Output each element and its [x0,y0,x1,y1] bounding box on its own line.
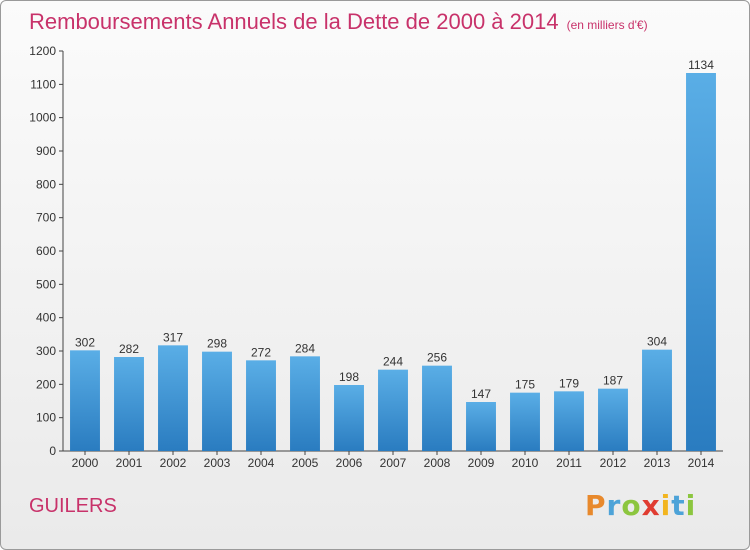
data-label: 198 [339,370,359,384]
y-tick-label: 1100 [30,77,56,91]
commune-name: GUILERS [29,495,117,517]
x-tick-label: 2004 [248,456,275,470]
x-tick-label: 2011 [556,456,582,470]
x-tick-label: 2009 [468,456,495,470]
bar [378,369,408,451]
y-tick-label: 500 [36,277,56,291]
x-tick-label: 2010 [512,456,539,470]
y-tick-label: 1000 [29,111,56,125]
bar [642,349,672,451]
chart-title: Remboursements Annuels de la Dette de 20… [29,9,648,35]
y-tick-label: 600 [36,244,56,258]
y-tick-label: 0 [49,444,56,458]
data-label: 256 [427,351,447,365]
data-label: 147 [471,387,491,401]
bar [422,365,452,451]
bar [686,73,716,451]
bar [598,388,628,451]
x-tick-label: 2013 [644,456,671,470]
bar [510,392,540,451]
x-tick-label: 2003 [204,456,231,470]
x-tick-label: 2006 [336,456,363,470]
x-tick-label: 2007 [380,456,407,470]
bar [290,356,320,451]
data-label: 284 [295,341,315,355]
x-tick-label: 2012 [600,456,627,470]
chart-title-text: Remboursements Annuels de la Dette de 20… [29,9,559,34]
bar [70,350,100,451]
x-tick-label: 2001 [116,456,143,470]
y-tick-label: 900 [36,144,56,158]
y-tick-label: 400 [36,311,56,325]
bar [554,391,584,451]
data-label: 175 [515,378,535,392]
data-label: 317 [163,330,183,344]
y-axis: 0 100 200 300 400 500 600 700 800 900 1000 1100 1200 [29,44,64,458]
bar [158,345,188,451]
bars: 302 282 317 298 272 284 198 244 256 147 175 179 187 3… [70,58,716,451]
y-tick-label: 100 [36,411,56,425]
data-label: 187 [603,374,623,388]
y-tick-label: 300 [36,344,56,358]
chart-unit: (en milliers d'€) [566,18,648,32]
x-tick-label: 2014 [688,456,715,470]
data-label: 272 [251,345,271,359]
data-label: 304 [647,335,667,349]
bar [114,357,144,451]
x-tick-label: 2005 [292,456,319,470]
data-label: 298 [207,337,227,351]
data-label: 179 [559,376,579,390]
x-tick-label: 2008 [424,456,451,470]
y-tick-label: 700 [36,211,56,225]
data-label: 282 [119,342,139,356]
x-tick-label: 2000 [72,456,99,470]
x-tick-label: 2002 [160,456,187,470]
data-label: 1134 [688,58,714,72]
bar [202,351,232,451]
proxiti-logo: Proxiti [585,489,697,522]
y-tick-label: 200 [36,377,56,391]
x-axis: 2000 2001 2002 2003 2004 2005 2006 2007 2008 2009… [63,450,723,470]
bar [466,402,496,451]
data-label: 302 [75,335,95,349]
bar [246,360,276,451]
y-tick-label: 800 [36,177,56,191]
data-label: 244 [383,355,403,369]
y-tick-label: 1200 [29,44,56,58]
bar [334,385,364,451]
